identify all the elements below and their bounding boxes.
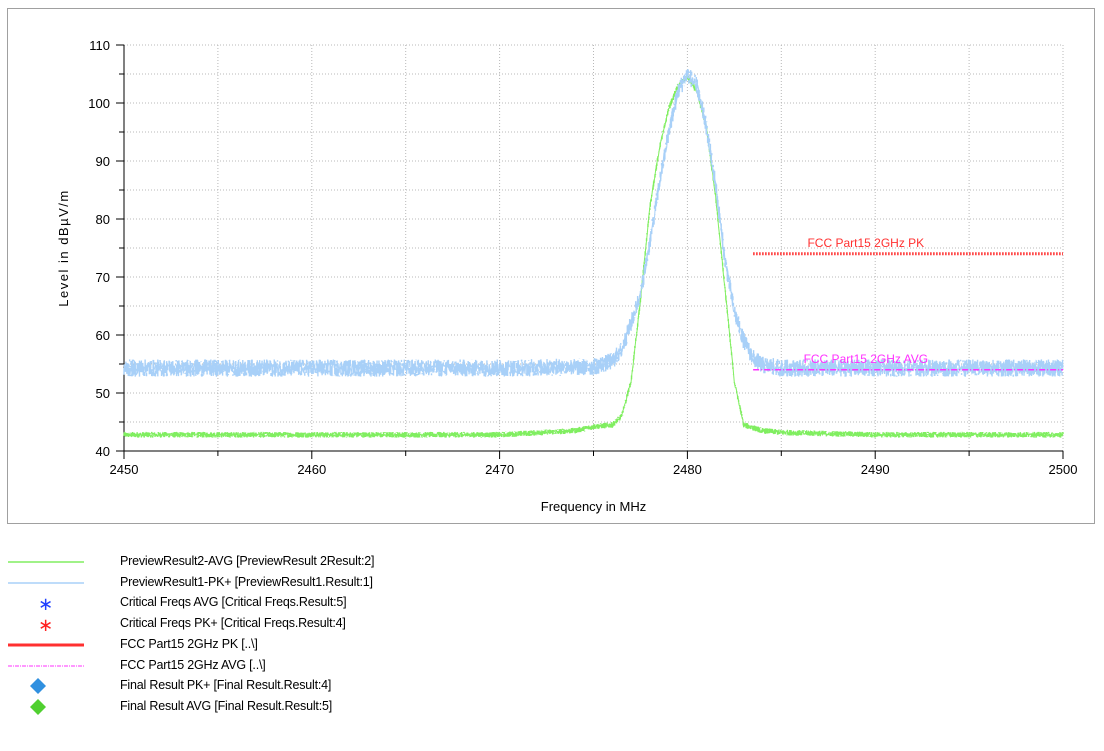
legend-asterisk-icon: ∗ [38,594,53,613]
legend-label: PreviewResult1-PK+ [PreviewResult1.Resul… [120,574,373,589]
legend-line-icon [8,581,84,584]
y-tick-label: 110 [89,38,110,53]
limit-label-avg: FCC Part15 2GHz AVG [804,352,928,366]
y-tick-label: 90 [96,154,110,169]
legend-item: ∗ Critical Freqs AVG [Critical Freqs.Resu… [0,593,1104,613]
x-axis-title: Frequency in MHz [541,499,646,514]
legend-label: Final Result PK+ [Final Result.Result:4] [120,678,332,693]
legend-label: FCC Part15 2GHz AVG [..\] [120,657,266,672]
y-tick-label: 60 [96,328,110,343]
y-tick-label: 80 [96,212,110,227]
y-tick-label: 40 [96,444,110,459]
y-tick-label: 50 [96,386,110,401]
y-tick-label: 100 [88,96,110,111]
legend-item: Final Result PK+ [Final Result.Result:4] [0,676,1104,696]
x-tick-label: 2450 [110,462,139,477]
spectrum-chart: 40 50 60 70 80 90 100 110 2450 2460 2470 2480 2490 25… [56,38,1078,514]
series-1-trace [123,68,1064,377]
x-tick-label: 2500 [1049,462,1078,477]
limit-label-pk: FCC Part15 2GHz PK [807,236,924,250]
x-tick-label: 2460 [297,462,326,477]
legend-label: Final Result AVG [Final Result.Result:5] [120,698,332,713]
series-0-line [123,74,1064,439]
legend-line-icon [8,561,84,563]
legend-label: Critical Freqs AVG [Critical Freqs.Resul… [120,595,347,610]
legend-item: PreviewResult1-PK+ [PreviewResult1.Resul… [0,573,1104,593]
x-tick-label: 2480 [673,462,702,477]
chart-frame: 40 50 60 70 80 90 100 110 2450 2460 2470 2480 2490 25… [7,8,1095,524]
y-axis-title: Level in dBµV/m [56,189,71,306]
legend-diamond-icon [30,678,46,695]
legend-item: ∗ Critical Freqs PK+ [Critical Freqs.Resu… [0,614,1104,634]
legend-asterisk-icon: ∗ [38,615,53,634]
legend-thick-line-icon [8,643,84,647]
svg-text:∗: ∗ [38,594,53,613]
legend-item: FCC Part15 2GHz AVG [..\] [0,656,1104,676]
legend-label: FCC Part15 2GHz PK [..\] [120,636,258,651]
series-1-line [123,70,1064,375]
legend-item: FCC Part15 2GHz PK [..\] [0,635,1104,655]
legend-item: PreviewResult2-AVG [PreviewResult 2Resul… [0,552,1104,572]
y-tick-label: 70 [96,270,110,285]
legend-label: PreviewResult2-AVG [PreviewResult 2Resul… [120,554,375,568]
x-tick-label: 2470 [485,462,514,477]
x-tick-label: 2490 [861,462,890,477]
legend-dashdot-line-icon [8,665,84,666]
svg-text:∗: ∗ [38,615,53,634]
legend-item: Final Result AVG [Final Result.Result:5] [0,697,1104,717]
legend-label: Critical Freqs PK+ [Critical Freqs.Resul… [120,616,346,631]
legend-diamond-icon [30,698,46,715]
